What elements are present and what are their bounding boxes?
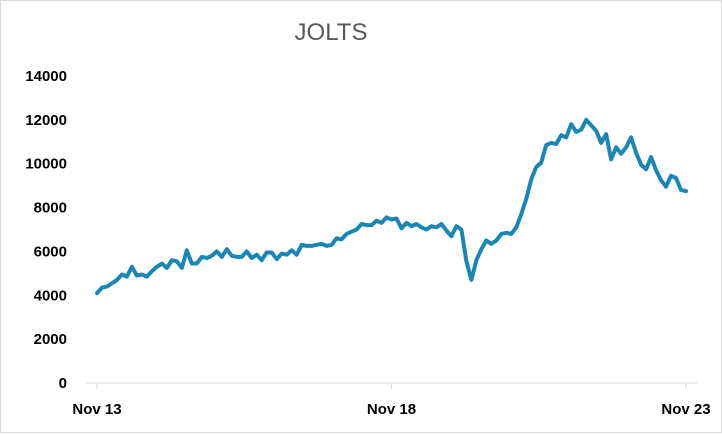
- y-tick-label: 10000: [25, 156, 67, 173]
- x-axis-tick-marks: [96, 383, 687, 389]
- y-tick-label: 4000: [34, 287, 67, 304]
- y-tick-label: 2000: [34, 331, 67, 348]
- y-tick-label: 14000: [25, 68, 67, 85]
- y-tick-label: 6000: [34, 243, 67, 260]
- chart-title: JOLTS: [294, 19, 368, 46]
- y-tick-label: 8000: [34, 200, 67, 217]
- jolts-series-line: [95, 117, 688, 296]
- y-tick-label: 12000: [25, 112, 67, 129]
- x-tick-label: Nov 18: [367, 401, 416, 418]
- x-axis-ticks: Nov 13 Nov 18 Nov 23: [72, 401, 710, 418]
- x-tick-label: Nov 13: [72, 401, 121, 418]
- x-tick-label: Nov 23: [661, 401, 710, 418]
- y-tick-label: 0: [59, 375, 67, 392]
- y-axis-ticks: 0 2000 4000 6000 8000 10000 12000 14000: [25, 68, 67, 392]
